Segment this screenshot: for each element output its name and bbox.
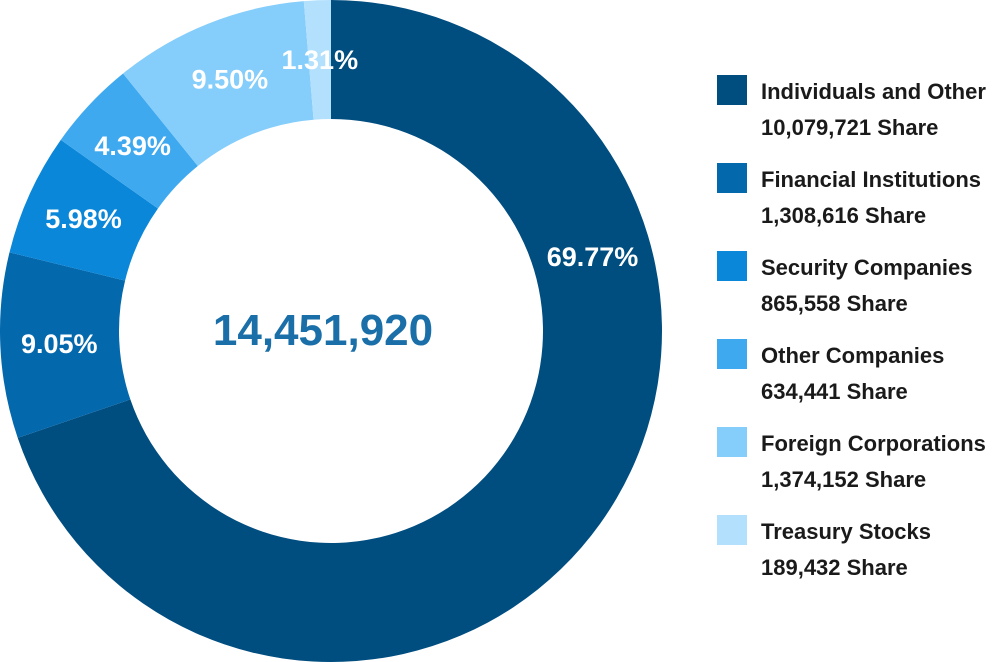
legend-swatch [717, 75, 747, 105]
legend-name: Security Companies [761, 255, 973, 280]
legend-swatch [717, 339, 747, 369]
legend-name: Treasury Stocks [761, 519, 931, 544]
legend-item-individuals-and-other: Individuals and Other 10,079,721 Share [717, 75, 986, 140]
center-total: 14,451,920 [213, 306, 433, 355]
legend-name: Individuals and Other [761, 79, 986, 104]
slice-label-foreign-corporations: 9.50% [192, 64, 269, 94]
legend-name: Other Companies [761, 343, 944, 368]
donut-slices [0, 0, 663, 662]
legend-name: Foreign Corporations [761, 431, 986, 456]
legend-swatch [717, 251, 747, 281]
slice-label-financial-institutions: 9.05% [21, 329, 98, 359]
legend-item-foreign-corporations: Foreign Corporations 1,374,152 Share [717, 427, 986, 492]
legend-swatch [717, 427, 747, 457]
slice-security-companies [9, 139, 158, 281]
legend-item-treasury-stocks: Treasury Stocks 189,432 Share [717, 515, 931, 580]
legend-share: 10,079,721 Share [761, 115, 938, 140]
slice-label-treasury-stocks: 1.31% [282, 45, 359, 75]
slice-label-other-companies: 4.39% [94, 131, 171, 161]
slice-foreign-corporations [123, 1, 314, 167]
legend-share: 1,374,152 Share [761, 467, 926, 492]
slice-financial-institutions [0, 252, 131, 438]
legend-share: 634,441 Share [761, 379, 908, 404]
legend-swatch [717, 515, 747, 545]
slice-treasury-stocks [303, 0, 331, 120]
legend-item-other-companies: Other Companies 634,441 Share [717, 339, 944, 404]
legend-share: 865,558 Share [761, 291, 908, 316]
slice-label-security-companies: 5.98% [45, 204, 122, 234]
slice-individuals-and-other [17, 0, 663, 662]
slice-other-companies [60, 73, 198, 209]
legend-item-security-companies: Security Companies 865,558 Share [717, 251, 973, 316]
legend-share: 1,308,616 Share [761, 203, 926, 228]
legend: Individuals and Other 10,079,721 Share Fin… [717, 75, 986, 580]
slice-label-individuals-and-other: 69.77% [547, 242, 639, 272]
legend-name: Financial Institutions [761, 167, 981, 192]
donut-slice-labels: 69.77% 9.05% 5.98% 4.39% 9.50% 1.31% [21, 45, 638, 359]
legend-swatch [717, 163, 747, 193]
legend-share: 189,432 Share [761, 555, 908, 580]
legend-item-financial-institutions: Financial Institutions 1,308,616 Share [717, 163, 981, 228]
